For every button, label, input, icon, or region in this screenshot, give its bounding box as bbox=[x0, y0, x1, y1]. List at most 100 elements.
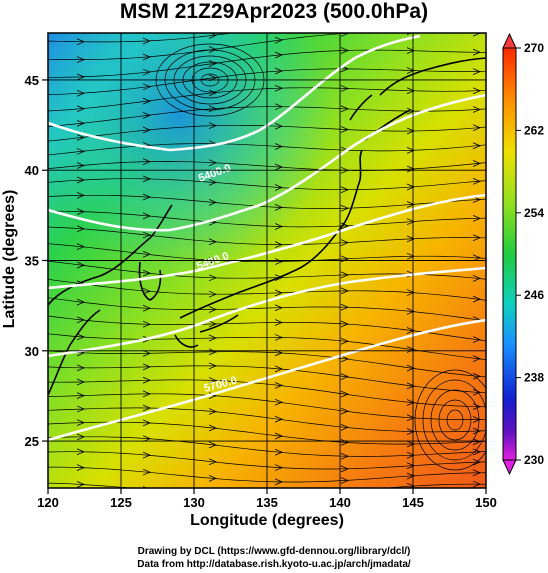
streamline-arrow bbox=[274, 334, 284, 341]
chart-title: MSM 21Z29Apr2023 (500.0hPa) bbox=[119, 0, 429, 23]
streamline-arrow bbox=[274, 84, 284, 92]
streamline-arrow bbox=[406, 364, 416, 372]
streamline-arrow bbox=[142, 468, 152, 476]
streamline-arrow bbox=[142, 304, 152, 312]
streamline-arrow bbox=[407, 11, 414, 17]
streamline-arrow bbox=[143, 504, 150, 510]
streamline-arrow bbox=[208, 274, 218, 282]
streamline-arrow bbox=[142, 112, 152, 119]
streamline-arrow bbox=[472, 480, 482, 488]
streamline-arrow bbox=[76, 392, 86, 399]
streamline-arrow bbox=[76, 38, 86, 46]
streamline-arrow bbox=[406, 183, 416, 191]
x-tick-label: 140 bbox=[329, 495, 351, 510]
streamline-arrow bbox=[76, 298, 86, 306]
streamline-arrow bbox=[142, 363, 152, 371]
streamline-arrow bbox=[76, 464, 86, 472]
streamline-arrow bbox=[274, 223, 284, 230]
streamline-arrow bbox=[142, 287, 152, 295]
streamline-arrow bbox=[472, 160, 482, 167]
streamline-arrow bbox=[274, 258, 284, 265]
streamline-arrow bbox=[472, 336, 482, 344]
streamline-arrow bbox=[274, 163, 284, 171]
streamline-arrow bbox=[472, 355, 482, 362]
streamline-arrow bbox=[340, 452, 350, 460]
streamline-arrow bbox=[208, 320, 218, 328]
streamline-arrow bbox=[142, 212, 152, 220]
streamline-arrow bbox=[208, 458, 218, 466]
streamline-arrow bbox=[208, 46, 218, 53]
streamline-arrow bbox=[76, 448, 86, 456]
streamline-arrow bbox=[406, 127, 416, 135]
colorbar-tick-label: 246 bbox=[524, 288, 544, 302]
streamline-arrow bbox=[340, 105, 350, 113]
streamline-arrow bbox=[208, 60, 218, 67]
colorbar-tick-label: 254 bbox=[524, 206, 544, 220]
streamline-arrow bbox=[274, 478, 284, 486]
streamline-arrow bbox=[142, 126, 152, 134]
streamline-arrow bbox=[142, 97, 152, 105]
streamline-arrow bbox=[340, 239, 350, 247]
streamline-arrow bbox=[208, 424, 218, 432]
streamline-arrow bbox=[274, 241, 284, 248]
streamline-arrow bbox=[406, 67, 416, 74]
streamline-arrow bbox=[142, 250, 152, 258]
colorbar-tick-label: 230 bbox=[524, 453, 544, 467]
streamline-arrow bbox=[406, 308, 416, 315]
streamline-arrow bbox=[208, 105, 218, 113]
streamline-arrow bbox=[274, 204, 284, 211]
streamline-arrow bbox=[406, 201, 416, 208]
streamline-arrow bbox=[406, 218, 416, 226]
streamline-arrow bbox=[406, 382, 416, 390]
streamline-arrow bbox=[406, 414, 416, 422]
streamline-arrow bbox=[472, 469, 482, 477]
anticyclone-ring bbox=[414, 369, 486, 471]
streamline-arrow bbox=[274, 398, 284, 406]
streamline-arrow bbox=[472, 372, 482, 380]
streamline-arrow bbox=[406, 451, 416, 459]
streamline-arrow bbox=[472, 234, 482, 242]
y-tick-label: 45 bbox=[25, 73, 39, 88]
streamline-arrow bbox=[274, 432, 284, 440]
streamline-arrow bbox=[208, 290, 218, 298]
streamline-arrow bbox=[76, 333, 86, 341]
streamline-arrow bbox=[274, 67, 284, 75]
credit-drawing: Drawing by DCL (https://www.gfd-dennou.o… bbox=[137, 546, 411, 557]
streamline-arrow bbox=[76, 364, 86, 372]
y-axis: 25 30 35 40 45 bbox=[25, 73, 48, 449]
colorbar-tick-label: 238 bbox=[524, 371, 544, 385]
streamline-arrow bbox=[208, 199, 218, 206]
streamline-arrow bbox=[142, 320, 152, 328]
streamline-arrow bbox=[274, 382, 284, 389]
streamline-arrow bbox=[76, 405, 86, 413]
streamline-arrow bbox=[340, 477, 350, 484]
colorbar: 270 262 254 246 238 230 bbox=[502, 32, 544, 476]
streamline-arrow bbox=[274, 36, 284, 44]
streamline-arrow bbox=[76, 56, 86, 64]
streamline-arrow bbox=[142, 451, 152, 459]
streamline-arrow bbox=[340, 423, 350, 431]
y-tick-label: 30 bbox=[25, 344, 39, 359]
streamline-arrow bbox=[76, 105, 86, 113]
x-tick-label: 135 bbox=[256, 495, 278, 510]
streamline-arrow bbox=[340, 204, 350, 212]
streamline-arrow bbox=[76, 225, 86, 233]
streamline-arrow bbox=[473, 11, 480, 17]
streamline-arrow bbox=[340, 337, 350, 345]
streamline-arrow bbox=[274, 415, 284, 423]
streamline-arrow bbox=[274, 304, 284, 312]
streamline-arrow bbox=[142, 158, 152, 165]
x-axis-label: Longitude (degrees) bbox=[190, 512, 344, 529]
anticyclone-ring bbox=[430, 389, 480, 451]
streamline-arrow bbox=[142, 83, 152, 91]
streamline-arrow bbox=[208, 334, 218, 342]
streamline-arrow bbox=[142, 419, 152, 427]
streamline-arrow bbox=[76, 208, 86, 215]
y-tick-label: 40 bbox=[25, 163, 39, 178]
streamline-arrow bbox=[142, 349, 152, 357]
streamline-arrow bbox=[406, 107, 416, 115]
streamline-arrow bbox=[142, 231, 152, 239]
streamline-arrow bbox=[77, 499, 84, 505]
streamline-arrow bbox=[208, 377, 218, 384]
